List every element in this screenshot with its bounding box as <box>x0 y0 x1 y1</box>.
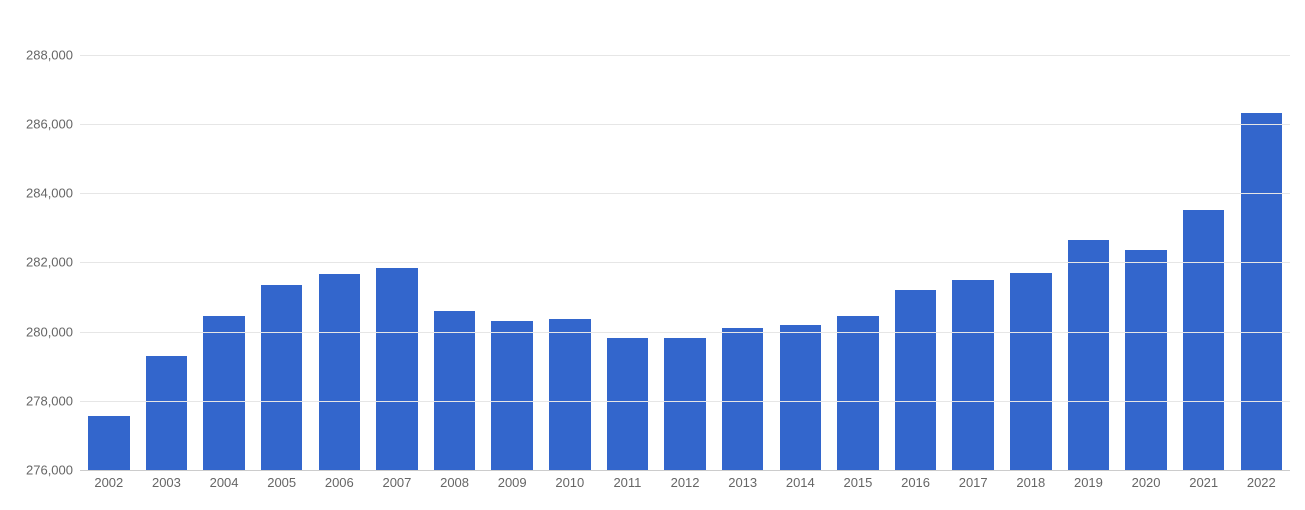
x-tick-label: 2003 <box>138 475 196 490</box>
bar-slot <box>829 20 887 470</box>
gridline <box>80 55 1290 56</box>
bar <box>664 338 705 470</box>
x-tick-label: 2004 <box>195 475 253 490</box>
bar <box>895 290 936 470</box>
bars-container <box>80 20 1290 470</box>
bar <box>88 416 129 470</box>
bar <box>1068 240 1109 470</box>
x-tick-label: 2007 <box>368 475 426 490</box>
bar <box>837 316 878 470</box>
bar <box>780 325 821 470</box>
bar-slot <box>195 20 253 470</box>
bar-slot <box>944 20 1002 470</box>
x-tick-label: 2002 <box>80 475 138 490</box>
bar-slot <box>138 20 196 470</box>
bar-slot <box>368 20 426 470</box>
bar <box>1183 210 1224 470</box>
y-tick-label: 288,000 <box>3 47 73 62</box>
bar <box>261 285 302 470</box>
gridline <box>80 470 1290 471</box>
plot-area <box>80 20 1290 470</box>
x-tick-label: 2005 <box>253 475 311 490</box>
bar <box>549 319 590 470</box>
x-tick-label: 2021 <box>1175 475 1233 490</box>
bar-slot <box>311 20 369 470</box>
bar <box>319 274 360 470</box>
bar-slot <box>599 20 657 470</box>
bar-slot <box>1233 20 1291 470</box>
bar-slot <box>887 20 945 470</box>
bar <box>722 328 763 470</box>
x-tick-label: 2008 <box>426 475 484 490</box>
bar <box>1010 273 1051 470</box>
gridline <box>80 193 1290 194</box>
bar-slot <box>426 20 484 470</box>
x-tick-label: 2011 <box>599 475 657 490</box>
bar-slot <box>1175 20 1233 470</box>
bar <box>952 280 993 470</box>
x-axis-labels: 2002200320042005200620072008200920102011… <box>80 475 1290 490</box>
bar-slot <box>1002 20 1060 470</box>
gridline <box>80 262 1290 263</box>
y-tick-label: 284,000 <box>3 186 73 201</box>
x-tick-label: 2022 <box>1233 475 1291 490</box>
bar-slot <box>80 20 138 470</box>
bar <box>146 356 187 470</box>
bar <box>1125 250 1166 470</box>
gridline <box>80 401 1290 402</box>
bar-slot <box>483 20 541 470</box>
x-tick-label: 2020 <box>1117 475 1175 490</box>
bar <box>203 316 244 470</box>
x-tick-label: 2013 <box>714 475 772 490</box>
x-tick-label: 2017 <box>944 475 1002 490</box>
bar-slot <box>772 20 830 470</box>
bar <box>491 321 532 470</box>
bar <box>607 338 648 470</box>
x-tick-label: 2018 <box>1002 475 1060 490</box>
x-tick-label: 2016 <box>887 475 945 490</box>
y-tick-label: 280,000 <box>3 324 73 339</box>
x-tick-label: 2019 <box>1060 475 1118 490</box>
x-tick-label: 2014 <box>772 475 830 490</box>
x-tick-label: 2015 <box>829 475 887 490</box>
y-tick-label: 282,000 <box>3 255 73 270</box>
bar-slot <box>541 20 599 470</box>
bar-slot <box>656 20 714 470</box>
x-tick-label: 2009 <box>483 475 541 490</box>
y-tick-label: 286,000 <box>3 116 73 131</box>
bar-chart: 2002200320042005200620072008200920102011… <box>0 0 1305 510</box>
bar-slot <box>1060 20 1118 470</box>
gridline <box>80 332 1290 333</box>
bar-slot <box>714 20 772 470</box>
y-tick-label: 276,000 <box>3 463 73 478</box>
bar-slot <box>253 20 311 470</box>
bar <box>434 311 475 470</box>
x-tick-label: 2006 <box>311 475 369 490</box>
x-tick-label: 2010 <box>541 475 599 490</box>
bar-slot <box>1117 20 1175 470</box>
bar <box>376 268 417 471</box>
bar <box>1241 113 1282 470</box>
y-tick-label: 278,000 <box>3 393 73 408</box>
gridline <box>80 124 1290 125</box>
x-tick-label: 2012 <box>656 475 714 490</box>
